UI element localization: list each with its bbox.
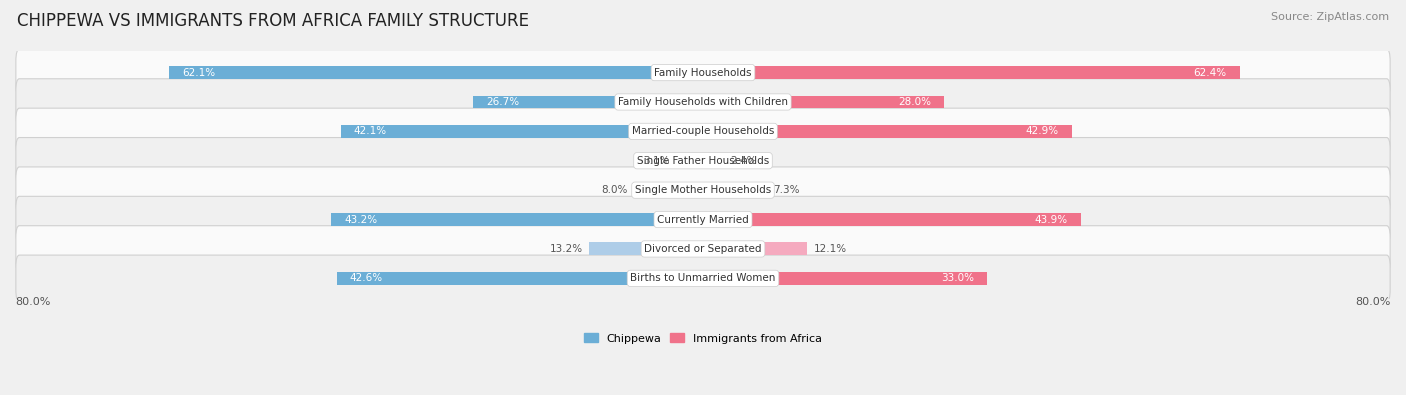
Text: 3.1%: 3.1% xyxy=(643,156,669,166)
FancyBboxPatch shape xyxy=(15,226,1391,272)
Text: Currently Married: Currently Married xyxy=(657,214,749,224)
FancyBboxPatch shape xyxy=(15,108,1391,154)
Text: 42.6%: 42.6% xyxy=(350,273,382,283)
Bar xyxy=(703,243,807,256)
Bar xyxy=(169,66,703,79)
FancyBboxPatch shape xyxy=(15,255,1391,301)
Bar xyxy=(634,184,703,197)
Bar xyxy=(703,96,943,109)
FancyBboxPatch shape xyxy=(15,137,1391,184)
Text: 62.1%: 62.1% xyxy=(181,68,215,77)
Text: Births to Unmarried Women: Births to Unmarried Women xyxy=(630,273,776,283)
Text: 7.3%: 7.3% xyxy=(773,185,799,195)
Bar xyxy=(703,66,1240,79)
Bar xyxy=(703,213,1081,226)
Text: 80.0%: 80.0% xyxy=(15,297,51,307)
Bar xyxy=(703,154,724,167)
Text: 2.4%: 2.4% xyxy=(731,156,756,166)
Text: Family Households: Family Households xyxy=(654,68,752,77)
Text: 28.0%: 28.0% xyxy=(898,97,931,107)
Text: Married-couple Households: Married-couple Households xyxy=(631,126,775,136)
FancyBboxPatch shape xyxy=(15,79,1391,125)
Text: 43.2%: 43.2% xyxy=(344,214,377,224)
Bar xyxy=(703,272,987,285)
Bar xyxy=(336,272,703,285)
FancyBboxPatch shape xyxy=(15,167,1391,213)
Text: 13.2%: 13.2% xyxy=(550,244,582,254)
Text: 42.9%: 42.9% xyxy=(1026,126,1059,136)
Text: CHIPPEWA VS IMMIGRANTS FROM AFRICA FAMILY STRUCTURE: CHIPPEWA VS IMMIGRANTS FROM AFRICA FAMIL… xyxy=(17,12,529,30)
Bar xyxy=(474,96,703,109)
Text: Single Father Households: Single Father Households xyxy=(637,156,769,166)
Text: Divorced or Separated: Divorced or Separated xyxy=(644,244,762,254)
Text: 33.0%: 33.0% xyxy=(941,273,974,283)
Bar xyxy=(703,125,1071,138)
Bar xyxy=(676,154,703,167)
Bar xyxy=(340,125,703,138)
Text: 42.1%: 42.1% xyxy=(354,126,387,136)
Text: 12.1%: 12.1% xyxy=(814,244,846,254)
Bar xyxy=(703,184,766,197)
Bar xyxy=(589,243,703,256)
Text: 43.9%: 43.9% xyxy=(1035,214,1067,224)
Text: Single Mother Households: Single Mother Households xyxy=(636,185,770,195)
Text: 26.7%: 26.7% xyxy=(486,97,519,107)
FancyBboxPatch shape xyxy=(15,196,1391,243)
Text: 80.0%: 80.0% xyxy=(1355,297,1391,307)
Text: 8.0%: 8.0% xyxy=(600,185,627,195)
Text: 62.4%: 62.4% xyxy=(1194,68,1227,77)
Text: Family Households with Children: Family Households with Children xyxy=(619,97,787,107)
Bar xyxy=(332,213,703,226)
Legend: Chippewa, Immigrants from Africa: Chippewa, Immigrants from Africa xyxy=(579,329,827,348)
FancyBboxPatch shape xyxy=(15,49,1391,96)
Text: Source: ZipAtlas.com: Source: ZipAtlas.com xyxy=(1271,12,1389,22)
